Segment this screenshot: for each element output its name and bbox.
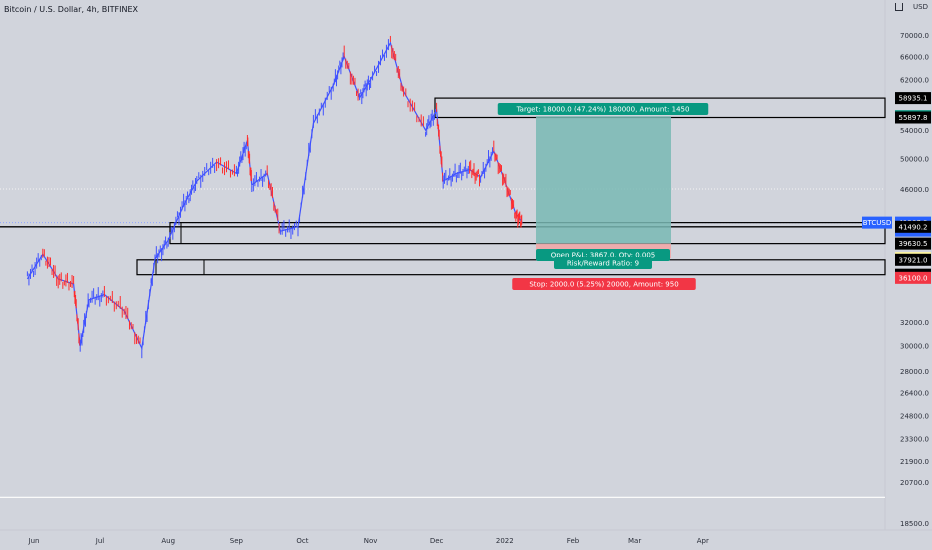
y-tick-label: 32000.0	[900, 319, 929, 327]
price-badge-55897.8: 55897.8	[895, 111, 931, 124]
zones-layer	[0, 97, 886, 498]
y-tick-label: 26400.0	[900, 390, 929, 398]
scale-lock-icon[interactable]	[895, 3, 903, 11]
y-tick-label: 24800.0	[900, 413, 929, 421]
x-tick-label: Oct	[296, 537, 308, 545]
rr-label-text: Risk/Reward Ratio: 9	[567, 260, 639, 268]
price-badge-bg	[895, 220, 931, 233]
price-badge-bg	[895, 111, 931, 124]
x-tick-label: Jul	[95, 537, 105, 545]
y-tick-label: 70000.0	[900, 32, 929, 40]
target-zone	[536, 116, 671, 244]
symbol-badge: BTCUSD	[862, 216, 892, 229]
price-badge-bg	[895, 253, 931, 266]
y-tick-label: 30000.0	[900, 343, 929, 351]
y-tick-label: 50000.0	[900, 155, 929, 163]
target-label-text: Target: 18000.0 (47.24%) 180000, Amount:…	[516, 106, 690, 114]
stop-label-bg	[512, 278, 696, 290]
price-badge-text: 41490.2	[899, 223, 928, 231]
x-tick-label: 2022	[496, 537, 514, 545]
x-tick-label: Apr	[697, 537, 709, 545]
x-tick-label: Feb	[567, 537, 580, 545]
symbol-badge-text: BTCUSD	[863, 219, 892, 227]
price-badge-text: 55897.8	[899, 114, 928, 122]
y-tick-label: 20700.0	[900, 479, 929, 487]
price-badge-text: 37921.0	[899, 256, 928, 264]
y-tick-label: 66000.0	[900, 54, 929, 62]
rr-label: Risk/Reward Ratio: 9	[554, 257, 652, 269]
price-badge-36100.0: 36100.0	[895, 271, 931, 284]
price-badge-bg	[895, 92, 931, 105]
y-tick-label: 28000.0	[900, 368, 929, 376]
currency-label: USD	[913, 3, 928, 11]
price-badge-58935.1: 58935.1	[895, 92, 931, 105]
price-badge-41490.2: 41490.2	[895, 220, 931, 233]
price-badge-37921.0: 37921.0	[895, 253, 931, 266]
target-label-bg	[497, 103, 709, 115]
y-tick-label: 23300.0	[900, 435, 929, 443]
y-tick-label: 18500.0	[900, 520, 929, 528]
x-tick-label: Aug	[161, 537, 175, 545]
x-tick-label: Mar	[628, 537, 641, 545]
price-series-path	[26, 41, 523, 351]
y-tick-label: 21900.0	[900, 458, 929, 466]
rr-label-bg	[554, 257, 652, 269]
x-tick-label: Jun	[28, 537, 40, 545]
overlay-layer: Target: 18000.0 (47.24%) 180000, Amount:…	[497, 103, 709, 290]
pnl-label-text: Open P&L: 3867.0, Qty: 0.005	[551, 252, 656, 260]
symbol-badge-bg	[862, 216, 892, 229]
axes-layer: 70000.0 66000.0 62000.0 54000.0 50000.0 46000…	[28, 32, 931, 545]
y-tick-label: 46000.0	[900, 186, 929, 194]
y-tick-label: 62000.0	[900, 77, 929, 85]
x-tick-label: Sep	[230, 537, 244, 545]
price-badge-text: 36100.0	[899, 274, 928, 282]
stop-label: Stop: 2000.0 (5.25%) 20000, Amount: 950	[512, 278, 696, 290]
y-tick-label: 54000.0	[900, 127, 929, 135]
lower-support-zone	[136, 259, 886, 276]
x-tick-label: Nov	[364, 537, 378, 545]
price-layer	[26, 35, 523, 359]
price-badge-text: 58935.1	[899, 95, 928, 103]
target-label: Target: 18000.0 (47.24%) 180000, Amount:…	[497, 103, 709, 115]
grid-layer	[0, 0, 932, 531]
price-badge-bg	[895, 237, 931, 250]
price-badge-text: 39630.5	[899, 240, 928, 248]
x-tick-label: Dec	[430, 537, 444, 545]
price-badge-39630.5: 39630.5	[895, 237, 931, 250]
stop-label-text: Stop: 2000.0 (5.25%) 20000, Amount: 950	[529, 281, 678, 289]
chart-title: Bitcoin / U.S. Dollar, 4h, BITFINEX	[4, 5, 139, 14]
middle-support-zone	[169, 222, 886, 245]
price-badge-bg	[895, 271, 931, 284]
